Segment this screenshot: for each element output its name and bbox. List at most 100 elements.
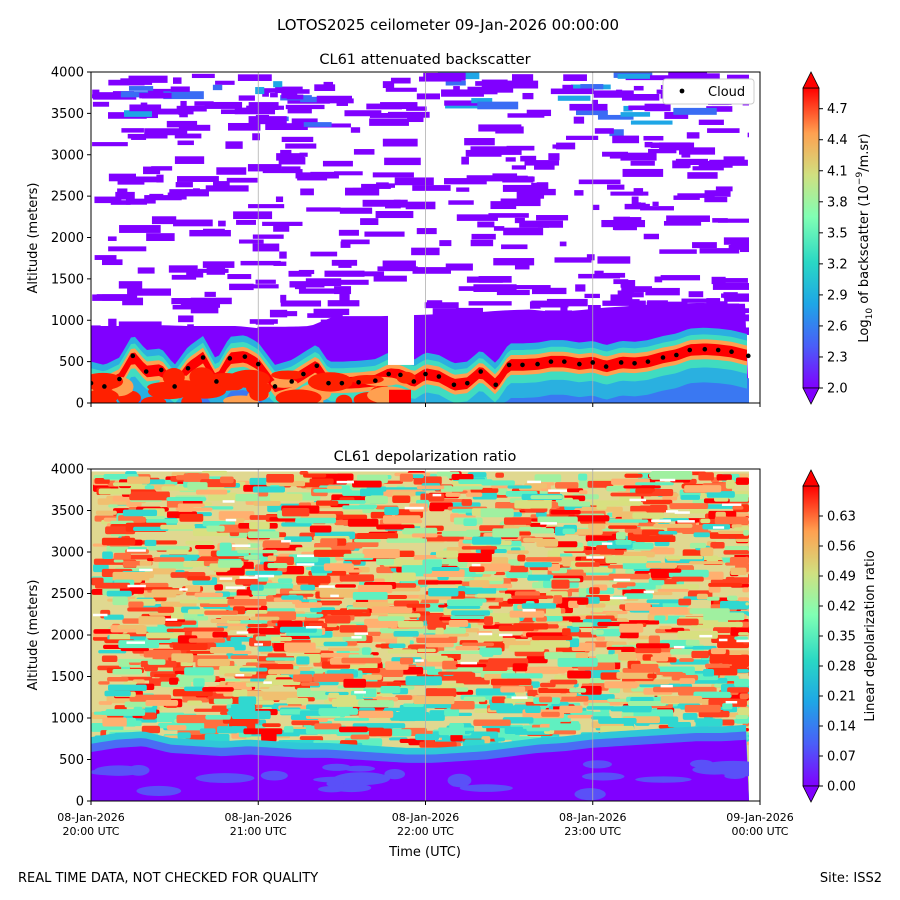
depolarization-y-axis: 0 500 1000 1500 2000 2500 3000 3500 4000 xyxy=(51,463,91,810)
backscatter-cell xyxy=(252,133,260,141)
colorbar-min-arrow-icon xyxy=(802,387,820,405)
backscatter-cell xyxy=(563,74,587,82)
depolarization-cell xyxy=(183,627,225,632)
depolarization-cell xyxy=(689,542,707,549)
depolarization-cell xyxy=(463,696,486,702)
depolarization-cell xyxy=(194,544,215,550)
depolarization-cell xyxy=(395,550,415,557)
depolarization-cell xyxy=(98,649,127,654)
depolarization-cell xyxy=(727,687,749,693)
depolarization-cell xyxy=(435,627,444,635)
depolarization-cell xyxy=(431,566,460,571)
backscatter-cell xyxy=(573,116,585,124)
backscatter-cell xyxy=(578,273,621,279)
depolarization-cell xyxy=(236,589,254,597)
backscatter-cell xyxy=(445,263,473,271)
depolarization-cell xyxy=(247,531,280,539)
backscatter-cell xyxy=(238,239,264,244)
backscatter-cell xyxy=(416,93,440,100)
cloud-base-point xyxy=(674,352,679,358)
colorbar-tick-label: 2.0 xyxy=(827,382,848,397)
backscatter-cell xyxy=(183,383,227,399)
x-axis-label: Time (UTC) xyxy=(388,845,461,860)
depolarization-cell xyxy=(176,475,202,480)
depolarization-cell xyxy=(322,763,351,771)
depolarization-cell xyxy=(356,532,398,540)
depolarization-cell xyxy=(723,550,749,555)
backscatter-cell xyxy=(139,92,172,99)
backscatter-cell xyxy=(511,74,534,82)
cloud-band-core xyxy=(91,343,747,393)
cloud-base-point xyxy=(562,359,567,364)
depolarization-cell xyxy=(530,495,563,500)
depolarization-cell xyxy=(428,588,459,597)
depolarization-cell xyxy=(269,493,303,501)
depolarization-cell xyxy=(238,696,257,705)
depolarization-cell xyxy=(206,525,225,532)
depolarization-cell xyxy=(497,487,508,496)
depolarization-cell xyxy=(126,549,146,552)
depolarization-colorbar-label: Linear depolarization ratio xyxy=(863,550,878,721)
y-tick-label: 1000 xyxy=(51,314,84,329)
colorbar-max-arrow-icon xyxy=(802,71,820,89)
backscatter-cell xyxy=(382,138,418,147)
depolarization-cell xyxy=(495,472,504,478)
backscatter-cell xyxy=(602,300,646,306)
backscatter-cell xyxy=(173,77,182,84)
depolarization-cell xyxy=(411,533,438,538)
depolarization-cell xyxy=(693,532,710,538)
depolarization-cell xyxy=(562,628,571,636)
backscatter-cell xyxy=(534,165,555,170)
backscatter-cell xyxy=(92,101,110,107)
backscatter-cell xyxy=(287,108,312,114)
cloud-base-point xyxy=(356,380,361,385)
backscatter-cell xyxy=(620,112,651,117)
backscatter-cell xyxy=(336,99,348,106)
backscatter-cell xyxy=(698,119,724,125)
depolarization-cell xyxy=(553,595,563,604)
backscatter-cell xyxy=(531,287,567,295)
colorbar-tick-label: 0.07 xyxy=(827,750,856,765)
depolarization-cell xyxy=(106,545,129,553)
backscatter-cell xyxy=(444,100,487,106)
depolarization-cell xyxy=(371,606,413,614)
depolarization-cell xyxy=(247,543,260,548)
cloud-legend[interactable]: Cloud xyxy=(662,78,755,105)
depolarization-cell xyxy=(214,584,223,591)
depolarization-cell xyxy=(102,717,127,727)
depolarization-cell xyxy=(734,678,749,687)
depolarization-cell xyxy=(632,512,664,519)
cloud-base-point xyxy=(632,360,637,366)
backscatter-cell xyxy=(286,94,304,100)
cloud-base-point xyxy=(436,374,442,379)
depolarization-cell xyxy=(217,560,243,568)
depolarization-cell xyxy=(392,495,411,503)
backscatter-cell xyxy=(448,200,474,205)
backscatter-cell xyxy=(310,251,338,257)
depolarization-cell xyxy=(480,508,514,518)
depolarization-cell xyxy=(384,519,423,524)
backscatter-cell xyxy=(730,243,749,250)
backscatter-cell xyxy=(298,288,341,294)
cloud-base-point xyxy=(590,360,596,365)
backscatter-cell xyxy=(587,305,601,312)
backscatter-cell xyxy=(591,99,598,106)
backscatter-cell xyxy=(280,294,287,303)
backscatter-cell xyxy=(699,248,740,254)
colorbar-tick-label: 0.28 xyxy=(827,660,856,675)
depolarization-cell xyxy=(393,630,419,637)
depolarization-cell xyxy=(451,486,483,490)
depolarization-cell xyxy=(457,553,492,563)
backscatter-cell xyxy=(444,178,487,185)
backscatter-cell xyxy=(467,86,498,95)
depolarization-cell xyxy=(204,610,239,615)
depolarization-cell xyxy=(609,596,627,600)
depolarization-cell xyxy=(703,612,745,621)
depolarization-cell xyxy=(616,618,628,622)
depolarization-cell xyxy=(328,692,340,698)
depolarization-cell xyxy=(626,647,662,654)
depolarization-cell xyxy=(538,696,553,703)
backscatter-cell xyxy=(643,135,664,141)
depolarization-cell xyxy=(399,657,414,665)
